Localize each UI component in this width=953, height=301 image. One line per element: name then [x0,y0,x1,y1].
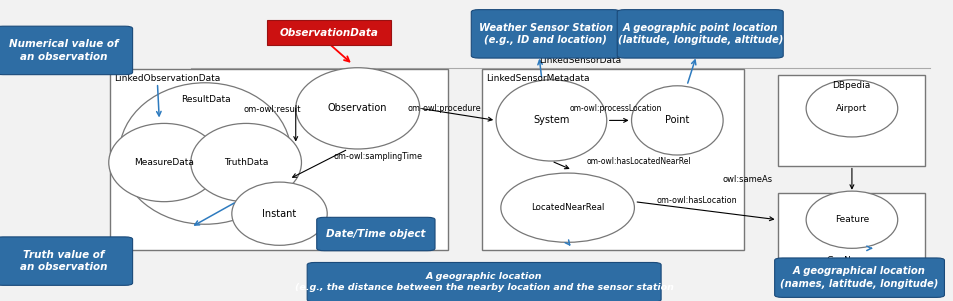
Ellipse shape [631,86,722,155]
Text: ResultData: ResultData [181,95,231,104]
Text: Feature: Feature [834,215,868,224]
Text: DBpedia: DBpedia [831,81,870,90]
FancyBboxPatch shape [0,237,132,285]
Text: LocatedNearReal: LocatedNearReal [531,203,603,212]
Text: A geographical location
(names, latitude, longitude): A geographical location (names, latitude… [780,266,938,289]
Bar [110,69,448,250]
Text: MeasureData: MeasureData [134,158,193,167]
Ellipse shape [496,80,606,161]
Text: owl:sameAs: owl:sameAs [721,175,772,184]
Text: om-owl:hasLocation: om-owl:hasLocation [656,196,736,205]
Text: Date/Time object: Date/Time object [326,229,425,239]
Text: A geographic point location
(latitude, longitude, altitude): A geographic point location (latitude, l… [617,23,782,45]
Text: om-owl:procedure: om-owl:procedure [407,104,481,113]
Text: Instant: Instant [262,209,296,219]
Text: LinkedObservationData: LinkedObservationData [114,74,220,83]
Text: Point: Point [664,115,689,126]
FancyBboxPatch shape [471,10,619,58]
Text: ObservationData: ObservationData [279,28,378,38]
Text: om-owl:samplingTime: om-owl:samplingTime [334,152,422,161]
FancyBboxPatch shape [267,20,391,45]
Text: Observation: Observation [328,103,387,113]
Text: Airport: Airport [836,104,866,113]
Text: Numerical value of
an observation: Numerical value of an observation [10,39,118,62]
Text: om-owl:processLocation: om-owl:processLocation [570,104,661,113]
Text: TruthData: TruthData [224,158,268,167]
Text: LinkedSensorMetadata: LinkedSensorMetadata [486,74,589,83]
FancyBboxPatch shape [0,26,132,75]
Ellipse shape [119,83,291,224]
Ellipse shape [191,123,301,202]
Text: Truth value of
an observation: Truth value of an observation [20,250,108,272]
FancyBboxPatch shape [307,262,660,301]
FancyBboxPatch shape [617,10,782,58]
FancyBboxPatch shape [774,258,943,297]
FancyBboxPatch shape [316,217,435,251]
Text: Weather Sensor Station
(e.g., ID and location): Weather Sensor Station (e.g., ID and loc… [478,23,612,45]
Bar [777,75,924,166]
Ellipse shape [805,80,897,137]
Ellipse shape [295,68,419,149]
Text: System: System [533,115,569,126]
Ellipse shape [805,191,897,248]
Text: LinkedSensorData: LinkedSensorData [538,56,620,65]
Text: om-owl:result: om-owl:result [243,105,300,114]
Text: GeoNames: GeoNames [826,256,875,265]
Ellipse shape [109,123,219,202]
Bar [481,69,743,250]
Ellipse shape [232,182,327,245]
Ellipse shape [500,173,634,242]
Bar [777,193,924,271]
Text: A geographic location
(e.g., the distance between the nearby location and the se: A geographic location (e.g., the distanc… [294,272,673,292]
Text: om-owl:hasLocatedNearRel: om-owl:hasLocatedNearRel [586,157,691,166]
